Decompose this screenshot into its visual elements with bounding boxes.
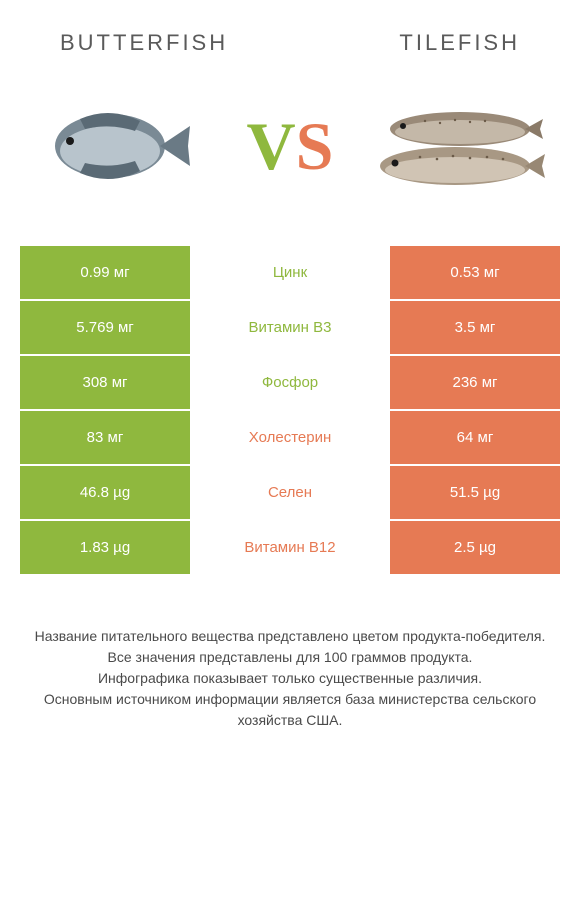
footer-line-2: Все значения представлены для 100 граммо… xyxy=(30,647,550,668)
cell-nutrient-name: Витамин B3 xyxy=(190,301,390,354)
cell-left-value: 5.769 мг xyxy=(20,301,190,354)
table-row: 46.8 µgСелен51.5 µg xyxy=(20,466,560,519)
footer-line-4: Основным источником информации является … xyxy=(30,689,550,731)
vs-label: VS xyxy=(247,107,334,186)
cell-right-value: 2.5 µg xyxy=(390,521,560,574)
table-row: 1.83 µgВитамин B122.5 µg xyxy=(20,521,560,574)
cell-nutrient-name: Холестерин xyxy=(190,411,390,464)
image-row: VS xyxy=(0,66,580,246)
comparison-table: 0.99 мгЦинк0.53 мг5.769 мгВитамин B33.5 … xyxy=(0,246,580,574)
title-right: TILEFISH xyxy=(399,30,520,56)
vs-v: V xyxy=(247,108,296,184)
title-left: BUTTERFISH xyxy=(60,30,228,56)
header: BUTTERFISH TILEFISH xyxy=(0,0,580,66)
cell-right-value: 0.53 мг xyxy=(390,246,560,299)
table-row: 308 мгФосфор236 мг xyxy=(20,356,560,409)
table-row: 5.769 мгВитамин B33.5 мг xyxy=(20,301,560,354)
table-row: 83 мгХолестерин64 мг xyxy=(20,411,560,464)
cell-right-value: 51.5 µg xyxy=(390,466,560,519)
cell-nutrient-name: Витамин B12 xyxy=(190,521,390,574)
cell-left-value: 46.8 µg xyxy=(20,466,190,519)
cell-left-value: 308 мг xyxy=(20,356,190,409)
cell-nutrient-name: Селен xyxy=(190,466,390,519)
footer-line-1: Название питательного вещества представл… xyxy=(30,626,550,647)
butterfish-image xyxy=(30,86,210,206)
cell-right-value: 236 мг xyxy=(390,356,560,409)
footer-line-3: Инфографика показывает только существенн… xyxy=(30,668,550,689)
cell-right-value: 3.5 мг xyxy=(390,301,560,354)
vs-s: S xyxy=(296,108,334,184)
cell-left-value: 0.99 мг xyxy=(20,246,190,299)
cell-nutrient-name: Фосфор xyxy=(190,356,390,409)
footer-notes: Название питательного вещества представл… xyxy=(0,576,580,731)
cell-nutrient-name: Цинк xyxy=(190,246,390,299)
cell-right-value: 64 мг xyxy=(390,411,560,464)
tilefish-image xyxy=(370,86,550,206)
table-row: 0.99 мгЦинк0.53 мг xyxy=(20,246,560,299)
cell-left-value: 83 мг xyxy=(20,411,190,464)
cell-left-value: 1.83 µg xyxy=(20,521,190,574)
